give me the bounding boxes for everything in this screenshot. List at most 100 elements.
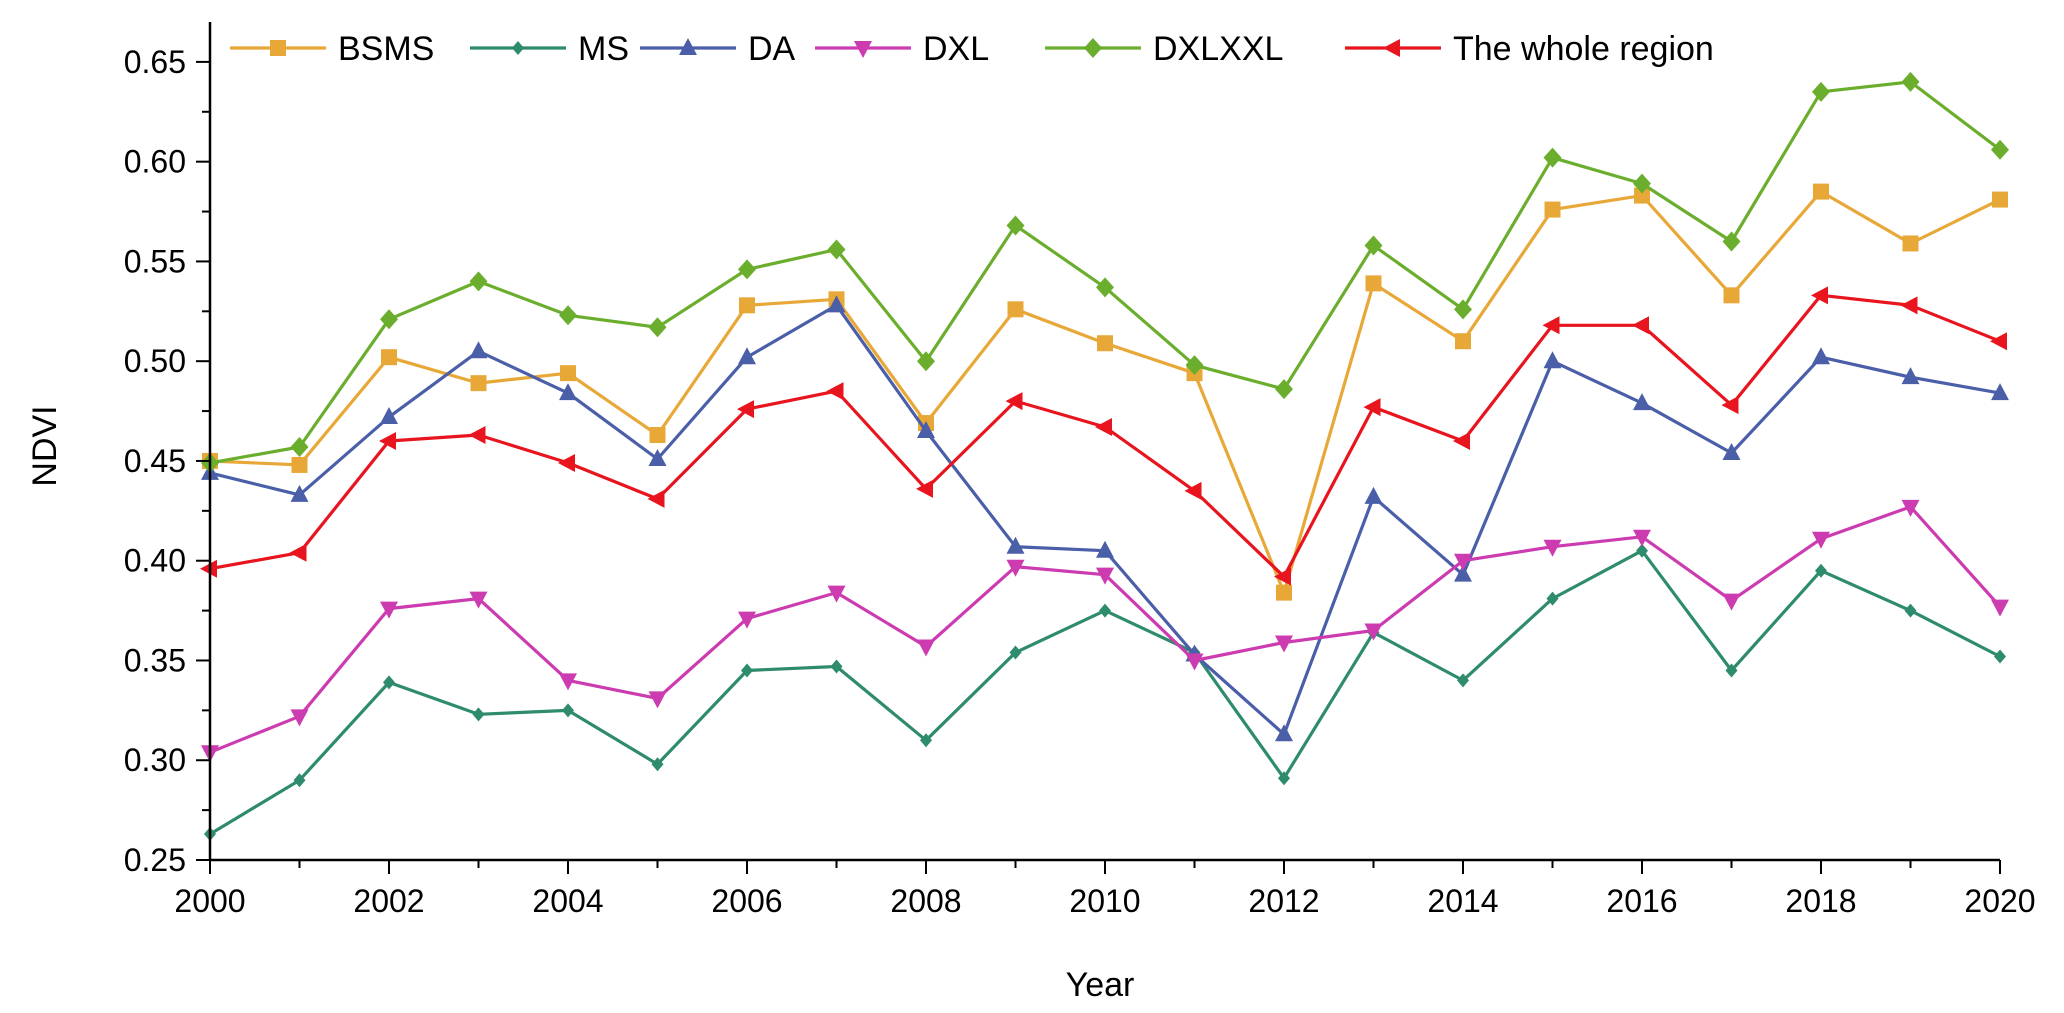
data-point-dxlxxl — [469, 271, 488, 292]
x-tick-label: 2010 — [1069, 883, 1140, 919]
data-point-dxl — [1543, 539, 1562, 557]
data-point-the-whole-region — [379, 432, 396, 450]
data-point-the-whole-region — [1095, 418, 1112, 437]
data-point-da — [1364, 486, 1383, 504]
data-point-bsms — [739, 297, 755, 314]
data-point-the-whole-region — [1184, 481, 1202, 500]
data-point-dxlxxl — [1275, 379, 1293, 400]
series-bsms — [202, 183, 2008, 601]
data-point-ms — [383, 675, 395, 690]
data-point-the-whole-region — [1453, 432, 1470, 450]
data-point-da — [1454, 564, 1472, 582]
legend-item-dxlxxl: DXLXXL — [1045, 30, 1283, 68]
data-point-dxlxxl — [1364, 235, 1383, 256]
data-point-da — [738, 347, 756, 365]
data-point-bsms — [381, 349, 397, 366]
data-point-ms — [830, 659, 843, 674]
y-tick-label: 0.65 — [124, 44, 186, 80]
legend-item-ms: MS — [470, 30, 629, 68]
y-tick-label: 0.40 — [124, 543, 186, 579]
data-point-ms — [741, 663, 753, 678]
data-point-ms — [562, 703, 574, 718]
data-point-ms — [1815, 563, 1827, 578]
data-point-dxlxxl — [290, 436, 309, 457]
data-point-da — [917, 421, 935, 439]
legend-marker — [512, 41, 524, 55]
y-tick-label: 0.25 — [124, 842, 186, 878]
axes: 2000 2002 2004 2006 2008 2010 2012 2014 2016 2018… — [124, 22, 2036, 919]
x-tick-label: 2014 — [1427, 883, 1498, 919]
x-tick-label: 2008 — [890, 883, 961, 919]
data-point-dxl — [1454, 553, 1472, 571]
legend: BSMS MS DA DXL DXLXXL The whole region — [230, 30, 1714, 68]
data-point-bsms — [560, 365, 576, 382]
series-layer — [200, 71, 2009, 842]
data-point-dxl — [469, 591, 488, 609]
data-point-dxlxxl — [1006, 215, 1025, 236]
x-tick-label: 2000 — [174, 883, 245, 919]
legend-label: MS — [578, 30, 629, 68]
data-point-dxl — [1185, 653, 1204, 671]
data-point-bsms — [1276, 584, 1292, 601]
legend-item-dxl: DXL — [815, 30, 989, 68]
data-point-ms — [472, 707, 485, 722]
y-tick-label: 0.60 — [124, 144, 186, 180]
data-point-da — [380, 407, 398, 425]
data-point-da — [1275, 724, 1293, 742]
data-point-dxlxxl — [1812, 81, 1830, 102]
data-point-ms — [1457, 673, 1469, 688]
y-tick-label: 0.45 — [124, 443, 186, 479]
data-point-the-whole-region — [647, 489, 665, 508]
data-point-bsms — [1902, 235, 1919, 252]
legend-label: The whole region — [1453, 30, 1714, 68]
x-tick-label: 2012 — [1248, 883, 1319, 919]
data-point-the-whole-region — [1721, 396, 1739, 415]
data-point-bsms — [1992, 191, 2008, 208]
data-point-da — [1006, 536, 1025, 554]
data-point-dxl — [1364, 623, 1383, 641]
data-point-ms — [1099, 603, 1111, 618]
data-point-dxl — [380, 601, 398, 619]
data-point-dxl — [1006, 559, 1025, 577]
data-point-bsms — [1813, 183, 1829, 200]
data-point-da — [1722, 442, 1741, 460]
data-point-the-whole-region — [916, 479, 933, 498]
series-the-whole-region — [200, 286, 2007, 586]
x-tick-label: 2006 — [711, 883, 782, 919]
data-point-dxl — [1722, 593, 1741, 611]
data-point-the-whole-region — [289, 543, 307, 562]
series-ms — [204, 543, 2006, 842]
data-point-ms — [1904, 603, 1917, 618]
data-point-dxlxxl — [1991, 139, 2009, 160]
legend-marker — [270, 40, 286, 56]
data-point-the-whole-region — [558, 453, 575, 472]
data-point-ms — [293, 773, 306, 788]
data-point-dxl — [648, 691, 667, 709]
data-point-dxl — [1991, 599, 2009, 617]
data-point-the-whole-region — [468, 426, 486, 445]
data-point-da — [1991, 383, 2009, 401]
data-point-dxlxxl — [1633, 173, 1651, 194]
data-point-dxl — [1275, 635, 1293, 653]
data-point-ms — [920, 733, 932, 748]
data-point-dxl — [917, 639, 935, 657]
data-point-dxl — [738, 611, 756, 629]
data-point-dxl — [559, 673, 577, 691]
x-tick-label: 2002 — [353, 883, 424, 919]
data-point-dxlxxl — [1901, 71, 1920, 92]
data-point-bsms — [1455, 333, 1471, 350]
data-point-dxl — [1812, 531, 1830, 549]
data-point-dxlxxl — [917, 351, 935, 372]
data-point-dxl — [1633, 529, 1651, 547]
x-tick-label: 2004 — [532, 883, 603, 919]
y-tick-label: 0.35 — [124, 642, 186, 678]
data-point-bsms — [470, 375, 487, 392]
data-point-dxl — [1096, 567, 1114, 585]
legend-item-bsms: BSMS — [230, 30, 434, 68]
data-point-bsms — [291, 456, 308, 473]
data-point-da — [1543, 351, 1562, 369]
data-point-dxlxxl — [1096, 277, 1114, 298]
data-point-da — [290, 484, 309, 502]
legend-label: DXL — [923, 30, 989, 68]
x-tick-label: 2018 — [1785, 883, 1856, 919]
